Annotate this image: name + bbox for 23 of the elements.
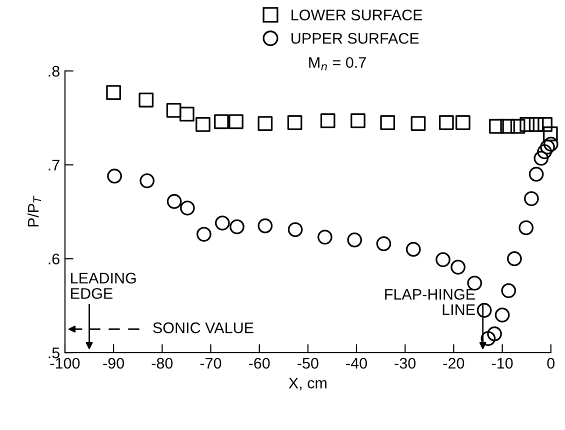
y-axis-title: P/P$_{T}$ [27,196,42,226]
x-axis-title: X, cm [288,378,326,390]
x-tick-label: -20 [443,358,464,369]
ref-line-label: SONIC VALUE [153,322,254,334]
x-tick-label: -10 [492,358,513,369]
y-tick-label: .5 [48,348,60,358]
legend-label: UPPER SURFACE [292,32,419,44]
ref-line-label: FLAP-HINGE LINE [385,288,475,315]
y-tick-label: .8 [48,66,60,77]
x-tick-label: -80 [152,358,173,369]
x-tick-label: -60 [248,358,270,369]
y-tick-label: .6 [48,254,60,264]
x-tick-label: -50 [298,358,318,369]
text: M$_{n}$ = 0.7 [309,57,366,70]
x-tick-label: 0 [547,358,555,369]
ref-line-label: LEADING EDGE [71,272,136,299]
legend-label: LOWER SURFACE [292,10,422,20]
x-tick-label: -40 [346,358,367,369]
x-tick-label: -90 [103,358,124,369]
x-tick-label: -30 [394,358,416,369]
x-tick-label: -70 [200,358,222,369]
y-tick-label: .7 [48,160,60,170]
x-tick-label: -100 [50,358,80,369]
